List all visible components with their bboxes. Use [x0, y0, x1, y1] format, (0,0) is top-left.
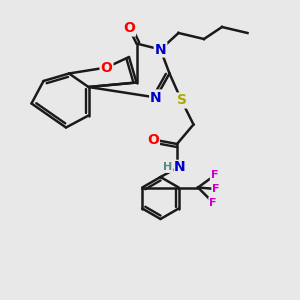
Text: N: N — [174, 160, 186, 174]
Text: O: O — [147, 133, 159, 146]
Text: O: O — [100, 61, 112, 74]
Text: N: N — [155, 43, 166, 56]
Text: N: N — [150, 91, 162, 104]
Text: F: F — [209, 197, 217, 208]
Text: F: F — [211, 170, 218, 181]
Text: S: S — [176, 94, 187, 107]
Text: H: H — [164, 162, 172, 172]
Text: F: F — [212, 184, 220, 194]
Text: O: O — [123, 22, 135, 35]
